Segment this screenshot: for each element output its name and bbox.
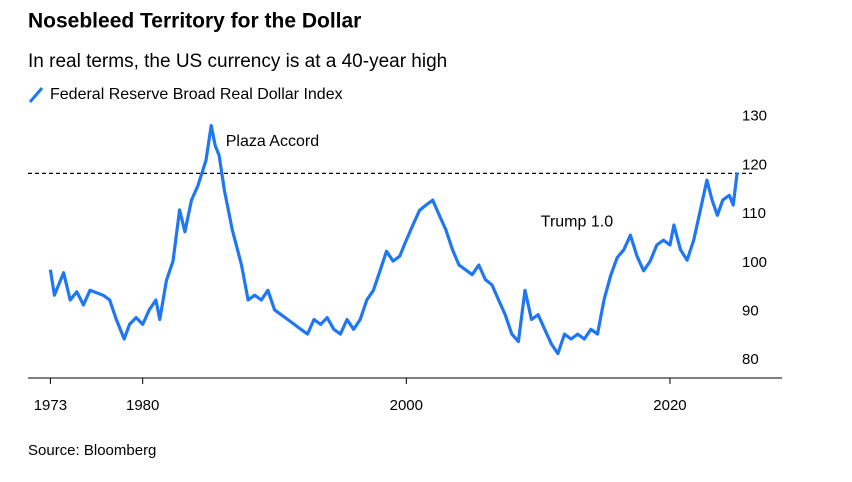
chart-subtitle: In real terms, the US currency is at a 4…	[28, 51, 447, 72]
x-tick-label: 2020	[653, 397, 686, 414]
y-tick-label: 110	[742, 205, 766, 222]
x-tick-label: 2000	[390, 397, 423, 414]
legend-swatch	[28, 87, 44, 103]
y-tick-label: 90	[742, 302, 759, 319]
annotation: Plaza Accord	[226, 133, 319, 150]
x-tick-label: 1980	[126, 397, 159, 414]
y-tick-label: 80	[742, 351, 759, 368]
y-tick-label: 130	[742, 108, 767, 125]
y-tick-label: 100	[742, 254, 767, 271]
chart-title: Nosebleed Territory for the Dollar	[28, 10, 361, 33]
y-tick-label: 120	[742, 156, 767, 173]
source: Source: Bloomberg	[28, 442, 156, 459]
x-tick-label: 1973	[34, 397, 67, 414]
legend-label: Federal Reserve Broad Real Dollar Index	[50, 86, 343, 103]
data-line	[48, 124, 739, 356]
annotation: Trump 1.0	[541, 213, 613, 230]
